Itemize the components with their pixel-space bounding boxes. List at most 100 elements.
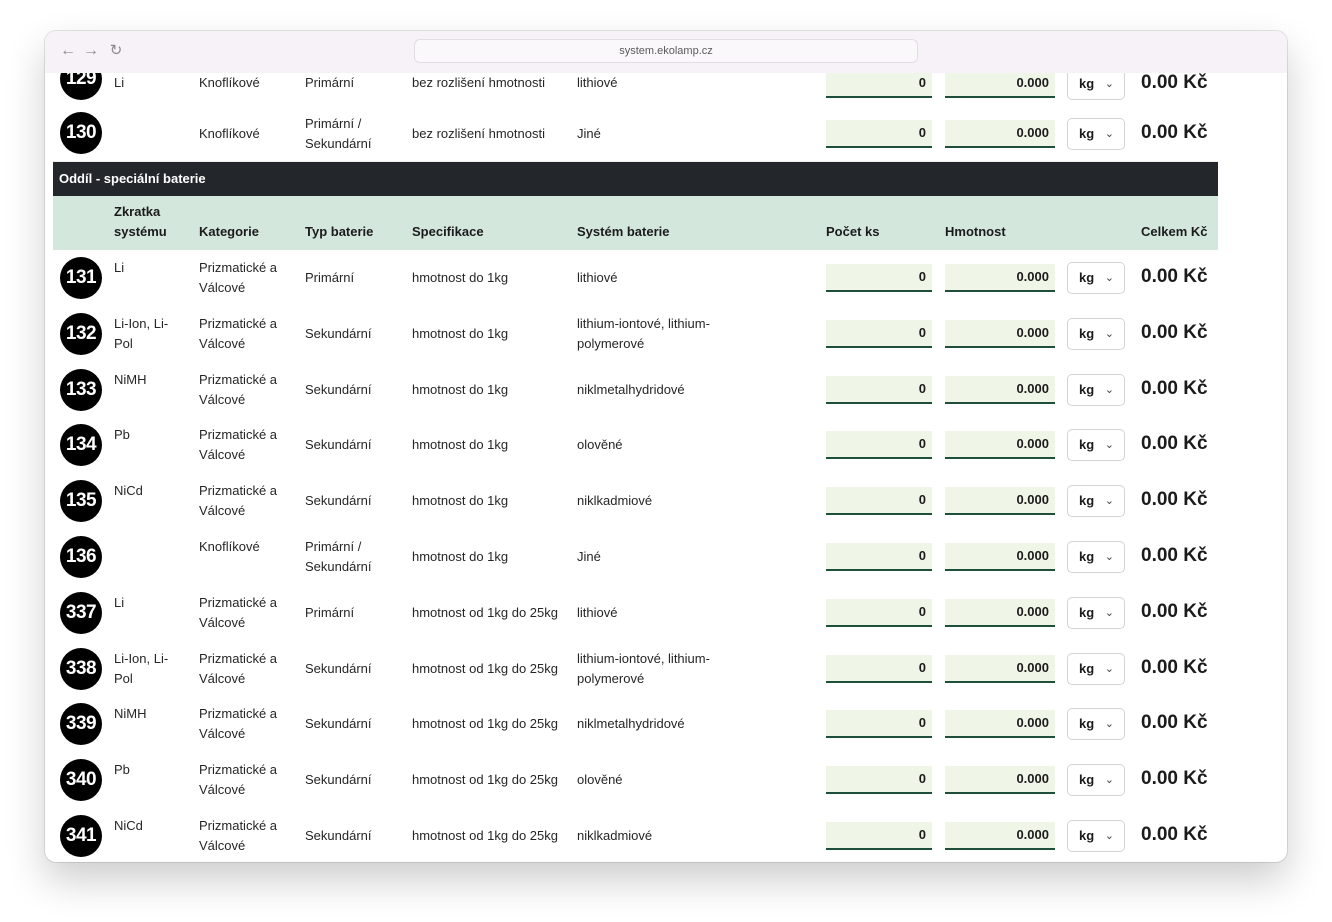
count-input[interactable]: 0 <box>826 766 932 794</box>
row-total: 0.00 Kč <box>1141 378 1208 399</box>
unit-select[interactable]: kg ⌄ <box>1067 118 1125 150</box>
count-input[interactable]: 0 <box>826 543 932 571</box>
table-row: 339 NiMH Prizmatické a Válcové Sekundární hmo… <box>53 696 1218 753</box>
forward-arrow-icon[interactable]: → <box>83 42 99 59</box>
weight-input[interactable]: 0.000 <box>945 487 1055 515</box>
battery-type-line: Sekundární <box>305 326 372 341</box>
unit-select[interactable]: kg ⌄ <box>1067 597 1125 629</box>
header-system-abbr: Zkratka systému <box>114 202 167 242</box>
unit-select-value: kg <box>1079 661 1095 676</box>
unit-select[interactable]: kg ⌄ <box>1067 541 1125 573</box>
count-input[interactable]: 0 <box>826 599 932 627</box>
specification: bez rozlišení hmotnosti <box>412 126 545 141</box>
count-input[interactable]: 0 <box>826 710 932 738</box>
unit-select[interactable]: kg ⌄ <box>1067 374 1125 406</box>
unit-select[interactable]: kg ⌄ <box>1067 429 1125 461</box>
unit-select-value: kg <box>1079 382 1095 397</box>
weight-input[interactable]: 0.000 <box>945 320 1055 348</box>
header-system-abbr-line: systému <box>114 224 167 239</box>
reload-icon[interactable]: ↻ <box>109 42 123 59</box>
category-line: Válcové <box>199 726 246 741</box>
battery-system-line: niklkadmiové <box>577 493 653 508</box>
system-abbr-line: Li-Ion, Li- <box>114 651 169 666</box>
chevron-down-icon: ⌄ <box>1104 718 1114 730</box>
system-abbr: Pb <box>114 760 130 780</box>
specification: hmotnost od 1kg do 25kg <box>412 661 558 676</box>
category-line: Válcové <box>199 392 246 407</box>
row-number-badge: 130 <box>60 112 102 154</box>
battery-type: Primární <box>305 268 354 288</box>
battery-type-line: Primární <box>305 605 355 620</box>
count-input[interactable]: 0 <box>826 120 932 148</box>
specification: hmotnost od 1kg do 25kg <box>412 605 558 620</box>
row-number-badge: 132 <box>60 313 102 355</box>
category: Prizmatické a Válcové <box>199 481 277 521</box>
system-abbr-line: Li <box>114 595 125 610</box>
count-input[interactable]: 0 <box>826 70 932 98</box>
weight-input[interactable]: 0.000 <box>945 376 1055 404</box>
category: Knoflíkové <box>199 126 260 141</box>
weight-input[interactable]: 0.000 <box>945 70 1055 98</box>
system-abbr: NiCd <box>114 481 143 501</box>
unit-select[interactable]: kg ⌄ <box>1067 262 1125 294</box>
specification: hmotnost do 1kg <box>412 382 509 397</box>
unit-select[interactable]: kg ⌄ <box>1067 318 1125 350</box>
battery-type-line: Sekundární <box>305 772 372 787</box>
unit-select[interactable]: kg ⌄ <box>1067 485 1125 517</box>
battery-type: Sekundární <box>305 826 372 846</box>
back-arrow-icon[interactable]: ← <box>60 42 76 59</box>
weight-input[interactable]: 0.000 <box>945 120 1055 148</box>
unit-select[interactable]: kg ⌄ <box>1067 653 1125 685</box>
weight-input[interactable]: 0.000 <box>945 599 1055 627</box>
category-line: Prizmatické a <box>199 818 278 833</box>
browser-toolbar: ← → ↻ system.ekolamp.cz <box>45 31 1287 73</box>
address-bar[interactable]: system.ekolamp.cz <box>414 39 918 63</box>
unit-select-value: kg <box>1079 437 1095 452</box>
weight-input[interactable]: 0.000 <box>945 710 1055 738</box>
battery-type-line: Primární / <box>305 116 362 131</box>
unit-select[interactable]: kg ⌄ <box>1067 68 1125 100</box>
unit-select-value: kg <box>1079 270 1095 285</box>
unit-select-value: kg <box>1079 772 1095 787</box>
category: Prizmatické a Válcové <box>199 760 277 800</box>
table-row: 340 Pb Prizmatické a Válcové Sekundární hmotn… <box>53 752 1218 809</box>
category: Knoflíkové <box>199 537 260 557</box>
header-total: Celkem Kč <box>1141 224 1208 239</box>
header-battery-system: Systém baterie <box>577 224 670 239</box>
weight-input[interactable]: 0.000 <box>945 264 1055 292</box>
table-row: 132 Li-Ion, Li- Pol Prizmatické a Válcové Sek… <box>53 306 1218 363</box>
count-input[interactable]: 0 <box>826 320 932 348</box>
weight-input[interactable]: 0.000 <box>945 822 1055 850</box>
category-line: Prizmatické a <box>199 316 278 331</box>
battery-type-line: Sekundární <box>305 437 372 452</box>
unit-select[interactable]: kg ⌄ <box>1067 764 1125 796</box>
row-total: 0.00 Kč <box>1141 768 1208 789</box>
weight-input[interactable]: 0.000 <box>945 431 1055 459</box>
system-abbr-line: Pol <box>114 671 133 686</box>
weight-input[interactable]: 0.000 <box>945 543 1055 571</box>
battery-type-line: Sekundární <box>305 382 372 397</box>
battery-system-line: niklkadmiové <box>577 828 653 843</box>
unit-select[interactable]: kg ⌄ <box>1067 708 1125 740</box>
category: Prizmatické a Válcové <box>199 649 277 689</box>
row-total: 0.00 Kč <box>1141 122 1208 143</box>
count-input[interactable]: 0 <box>826 655 932 683</box>
chevron-down-icon: ⌄ <box>1104 439 1114 451</box>
count-input[interactable]: 0 <box>826 822 932 850</box>
count-input[interactable]: 0 <box>826 431 932 459</box>
weight-input[interactable]: 0.000 <box>945 766 1055 794</box>
unit-select-value: kg <box>1079 326 1095 341</box>
battery-system-line: polymerové <box>577 671 645 686</box>
count-input[interactable]: 0 <box>826 487 932 515</box>
header-specification: Specifikace <box>412 224 484 239</box>
weight-input[interactable]: 0.000 <box>945 655 1055 683</box>
chevron-down-icon: ⌄ <box>1104 607 1114 619</box>
count-input[interactable]: 0 <box>826 376 932 404</box>
unit-select[interactable]: kg ⌄ <box>1067 820 1125 852</box>
category: Knoflíkové <box>199 75 260 90</box>
table-row: 337 Li Prizmatické a Válcové Primární hmotnos… <box>53 585 1218 642</box>
count-input[interactable]: 0 <box>826 264 932 292</box>
battery-system: niklmetalhydridové <box>577 714 685 734</box>
battery-system-line: lithiové <box>577 270 618 285</box>
chevron-down-icon: ⌄ <box>1104 551 1114 563</box>
